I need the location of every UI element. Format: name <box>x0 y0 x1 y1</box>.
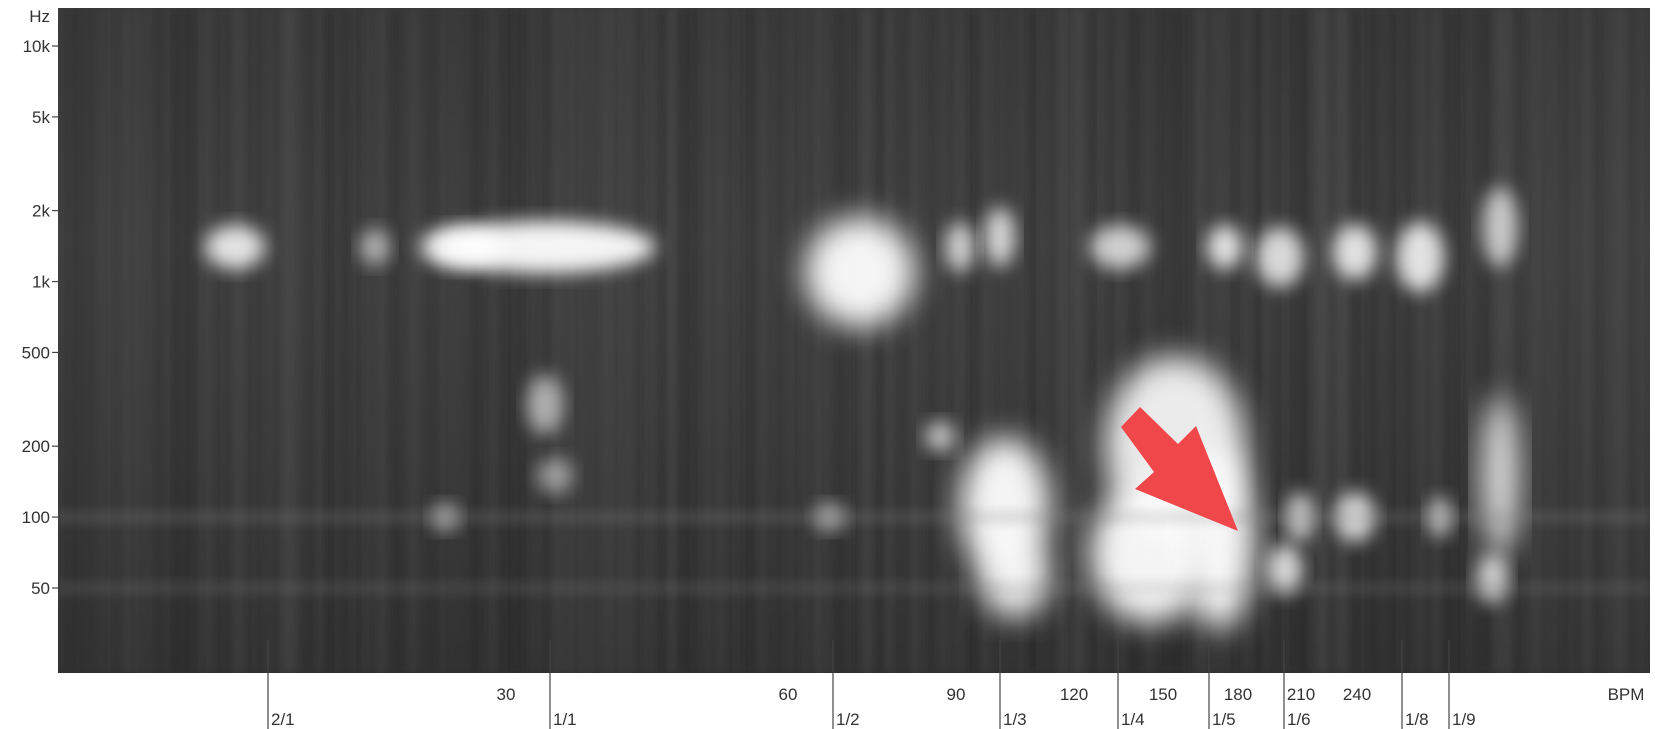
y-tick-label: 10k <box>23 37 51 56</box>
vertical-texture <box>58 8 1650 673</box>
x-tick-label: 120 <box>1060 685 1088 704</box>
y-tick-label: 50 <box>31 579 50 598</box>
energy-blob <box>1090 225 1150 270</box>
ratio-marker-label: 1/4 <box>1121 710 1145 729</box>
energy-blob <box>205 225 265 270</box>
ratio-marker-label: 1/2 <box>836 710 860 729</box>
energy-blob <box>527 374 563 435</box>
energy-regions <box>58 187 1650 630</box>
spectrogram-plot <box>58 8 1650 673</box>
energy-blob <box>1207 225 1243 270</box>
energy-blob <box>985 207 1015 268</box>
ratio-marker-label: 1/8 <box>1405 710 1429 729</box>
x-axis: BPM 30 60 90 120 150 180 210 240 2/1 1/1 1/2 1/3 1/… <box>267 640 1645 729</box>
energy-blob <box>1396 222 1444 293</box>
y-axis-ticks: 10k 5k 2k 1k 500 200 100 50 <box>22 37 58 598</box>
highlight-arrow <box>1121 407 1238 531</box>
y-tick-label: 100 <box>22 508 50 527</box>
y-tick-label: 1k <box>32 273 50 292</box>
x-tick-label: 60 <box>779 685 798 704</box>
x-tick-label: 210 <box>1287 685 1315 704</box>
energy-blob <box>925 421 955 452</box>
energy-blob <box>945 222 975 273</box>
energy-blob <box>537 457 573 494</box>
x-tick-label: 90 <box>947 685 966 704</box>
energy-band <box>58 580 1650 596</box>
energy-blob <box>360 229 390 266</box>
energy-blob <box>1482 187 1518 268</box>
y-tick-label: 200 <box>22 437 50 456</box>
energy-band <box>58 509 1650 526</box>
ratio-marker-label: 1/6 <box>1287 710 1311 729</box>
ratio-marker-label: 1/1 <box>553 710 577 729</box>
y-axis: Hz 10k 5k 2k 1k 500 200 100 50 <box>22 7 58 598</box>
x-tick-label: 180 <box>1224 685 1252 704</box>
x-tick-label: 240 <box>1343 685 1371 704</box>
x-axis-ticks: 30 60 90 120 150 180 210 240 <box>497 685 1372 704</box>
ratio-marker-label: 1/3 <box>1003 710 1027 729</box>
energy-blob <box>420 227 500 268</box>
energy-blob <box>980 538 1050 619</box>
beat-ratio-markers: 2/1 1/1 1/2 1/3 1/4 1/5 1/6 1/8 1/9 <box>267 640 1476 729</box>
y-tick-label: 500 <box>22 343 50 362</box>
x-tick-label: 150 <box>1149 685 1177 704</box>
energy-blob <box>805 217 915 328</box>
energy-blob <box>1333 224 1377 281</box>
x-tick-label: 30 <box>497 685 516 704</box>
ratio-marker-label: 2/1 <box>271 710 295 729</box>
y-tick-label: 2k <box>32 202 50 221</box>
energy-blob <box>1256 227 1304 288</box>
ratio-marker-label: 1/5 <box>1212 710 1236 729</box>
ratio-marker-label: 1/9 <box>1452 710 1476 729</box>
energy-blob <box>1480 395 1520 556</box>
y-tick-label: 5k <box>32 108 50 127</box>
x-axis-unit-label: BPM <box>1608 685 1645 704</box>
y-axis-unit-label: Hz <box>29 7 50 26</box>
